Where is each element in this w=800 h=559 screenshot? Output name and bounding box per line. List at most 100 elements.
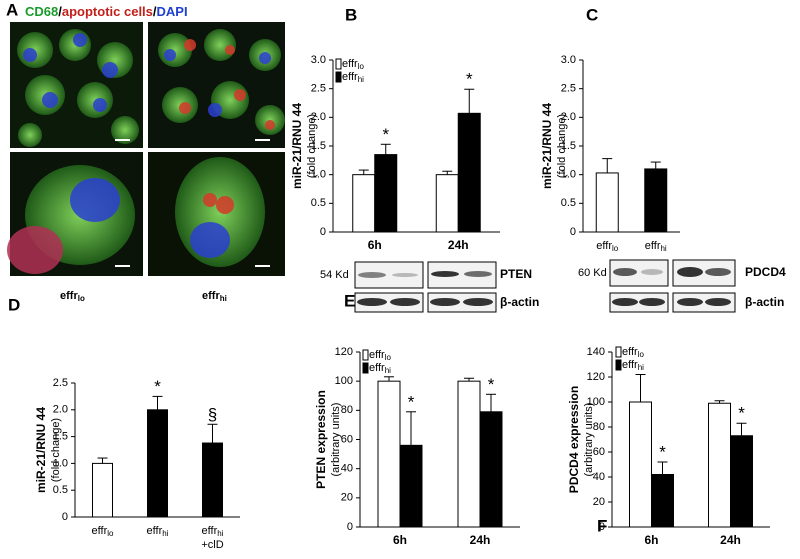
label-sub: lo	[78, 294, 85, 303]
image-label: effrhi	[202, 290, 227, 303]
y-axis-title: PDCD4 expression	[567, 386, 581, 493]
bar	[202, 442, 223, 518]
x-tick-label: +clD	[201, 539, 223, 551]
x-tick-label: 6h	[644, 533, 658, 547]
y-tick-label: 2.5	[53, 377, 68, 389]
panel-label: E	[344, 291, 355, 310]
significance-mark: §	[208, 405, 217, 424]
significance-mark: *	[466, 70, 473, 89]
y-tick-label: 2.5	[561, 83, 576, 95]
significance-mark: *	[408, 392, 415, 411]
bar	[352, 174, 376, 233]
significance-mark: *	[488, 375, 495, 394]
y-axis-note: (fold change)	[556, 114, 568, 178]
panel-label: D	[8, 295, 20, 314]
bar	[730, 435, 753, 528]
blot-protein: PTEN	[500, 267, 532, 281]
bar	[629, 401, 652, 528]
x-tick-label-sub: lo	[612, 244, 619, 253]
x-tick-label-text: effr	[645, 240, 661, 252]
legend-label: effrlo	[369, 349, 391, 362]
x-tick-label-text: effr	[92, 525, 108, 537]
blot-size: 60 Kd	[578, 267, 607, 279]
y-tick-label: 1.0	[561, 169, 576, 181]
y-axis-title: miR-21/RNU 44	[540, 103, 554, 189]
label-text: effr	[60, 290, 78, 302]
x-tick-label: 6h	[393, 533, 407, 547]
x-tick-label-sub: hi	[660, 244, 666, 253]
bar	[435, 174, 459, 233]
legend-marker	[335, 58, 342, 70]
y-tick-label: 40	[593, 471, 605, 483]
x-tick-label-text: effr	[202, 525, 218, 537]
blot-bands	[357, 267, 731, 306]
bar	[595, 172, 619, 233]
bar	[457, 380, 481, 528]
legend-label-sub: lo	[385, 353, 392, 362]
y-axis-note: (arbitrary units)	[330, 403, 342, 477]
y-tick-label: 0	[570, 226, 576, 238]
y-tick-label: 2.0	[311, 111, 326, 123]
x-tick-label: 24h	[448, 238, 469, 252]
bar	[92, 462, 113, 518]
bar	[147, 409, 168, 518]
x-tick-label-text: 24h	[448, 238, 469, 252]
significance-mark: *	[382, 125, 389, 144]
blot-size: 54 Kd	[320, 269, 349, 281]
y-tick-label: 1.0	[53, 457, 68, 469]
stain: CD68	[25, 4, 58, 19]
legend-label-text: effr	[342, 58, 358, 70]
label-text: effr	[202, 290, 220, 302]
y-tick-label: 2.0	[561, 111, 576, 123]
legend-label-text: effr	[622, 346, 638, 358]
y-tick-label: 100	[335, 375, 353, 387]
x-tick-label-sub: lo	[107, 529, 114, 538]
image-label: effrlo	[60, 290, 85, 303]
legend-label-text: effr	[622, 359, 638, 371]
y-tick-label: 100	[587, 396, 605, 408]
y-tick-label: 2.5	[311, 83, 326, 95]
bar	[479, 411, 503, 528]
y-tick-label: 40	[341, 463, 353, 475]
x-tick-label-sub: hi	[217, 529, 223, 538]
x-tick-label-text: 24h	[720, 533, 741, 547]
legend-marker	[615, 346, 622, 358]
panel-label: B	[345, 5, 357, 24]
legend-marker	[362, 362, 369, 374]
bar	[377, 380, 401, 528]
x-tick-label: 6h	[368, 238, 382, 252]
legend-marker	[362, 349, 369, 361]
bar	[457, 112, 481, 233]
x-tick-label: effrhi	[645, 240, 667, 253]
stain-sep: /	[153, 4, 157, 19]
blot-control: β-actin	[745, 295, 784, 309]
x-tick-label-text: 24h	[470, 533, 491, 547]
legend-label-text: effr	[342, 71, 358, 83]
x-tick-label: 24h	[470, 533, 491, 547]
legend-label-sub: hi	[385, 366, 391, 375]
legend-label-sub: hi	[638, 363, 644, 372]
y-axis-title: miR-21/RNU 44	[290, 103, 304, 189]
stain-sep: /	[58, 4, 62, 19]
legend-label-sub: lo	[358, 62, 365, 71]
y-tick-label: 140	[587, 346, 605, 358]
y-tick-label: 80	[341, 404, 353, 416]
y-tick-label: 60	[341, 433, 353, 445]
x-tick-label: effrlo	[92, 525, 114, 538]
y-tick-label: 120	[587, 371, 605, 383]
bar	[644, 168, 668, 233]
panel-label: C	[586, 5, 598, 24]
x-tick-label-sub: hi	[162, 529, 168, 538]
legend-label-text: effr	[369, 349, 385, 361]
blot-protein: PDCD4	[745, 265, 786, 279]
x-tick-label-text: effr	[147, 525, 163, 537]
y-axis-note: (arbitrary units)	[583, 403, 595, 477]
y-tick-label: 2.0	[53, 404, 68, 416]
panel-label: F	[597, 516, 607, 535]
significance-mark: *	[659, 442, 666, 461]
y-tick-label: 0.5	[311, 197, 326, 209]
x-tick-label: 24h	[720, 533, 741, 547]
significance-mark: *	[154, 377, 161, 396]
significance-mark: *	[738, 404, 745, 423]
